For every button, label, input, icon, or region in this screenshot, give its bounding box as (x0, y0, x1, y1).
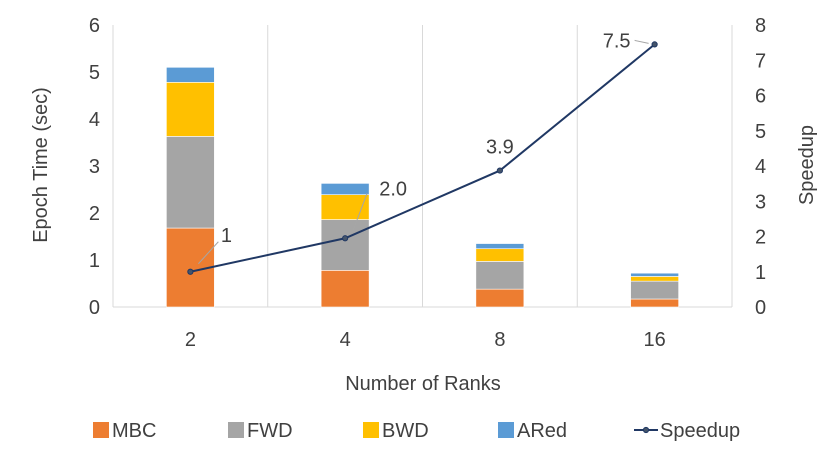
bar-bwd-8 (475, 248, 525, 262)
bar-fwd-4 (320, 219, 370, 271)
speedup-line: 1 2.0 3.9 7.5 (187, 30, 658, 275)
y-tick-label: 3 (89, 156, 100, 178)
y-tick-label: 4 (89, 109, 100, 131)
legend-marker-speedup (642, 426, 650, 434)
bar-fwd-16 (630, 280, 679, 300)
y2-axis-title: Speedup (796, 125, 818, 205)
y-tick-label: 6 (89, 15, 100, 37)
bars (166, 67, 679, 308)
speedup-data-label: 2.0 (379, 178, 407, 200)
y2-axis-ticks: 0 1 2 3 4 5 6 7 8 (755, 15, 766, 319)
x-tick-label: 16 (644, 329, 666, 351)
bar-bwd-4 (320, 194, 370, 220)
legend-label-mbc: MBC (112, 420, 156, 442)
x-tick-label: 8 (494, 329, 505, 351)
speedup-point-8 (496, 167, 503, 174)
bar-bwd-16 (630, 276, 679, 282)
legend-swatch-mbc (93, 422, 109, 438)
y-tick-label: 5 (89, 62, 100, 84)
y-tick-label: 0 (89, 297, 100, 319)
bar-ared-2 (166, 67, 215, 83)
bar-fwd-2 (166, 136, 215, 229)
y2-tick-label: 8 (755, 15, 766, 37)
legend-label-speedup: Speedup (660, 420, 740, 442)
y-tick-label: 1 (89, 250, 100, 272)
speedup-data-label: 3.9 (486, 137, 514, 159)
speedup-data-label: 1 (221, 225, 232, 247)
y-tick-label: 2 (89, 203, 100, 225)
y2-tick-label: 0 (755, 297, 766, 319)
legend-label-bwd: BWD (382, 420, 429, 442)
bar-mbc-4 (320, 270, 370, 308)
y2-tick-label: 3 (755, 191, 766, 213)
bar-mbc-16 (630, 298, 679, 308)
y2-tick-label: 1 (755, 262, 766, 284)
y2-tick-label: 5 (755, 121, 766, 143)
y2-tick-label: 4 (755, 156, 766, 178)
x-axis-ticks: 2 4 8 16 (185, 329, 666, 351)
bar-ared-16 (630, 272, 679, 277)
speedup-point-16 (651, 41, 658, 48)
y-axis-title: Epoch Time (sec) (30, 87, 52, 243)
x-tick-label: 2 (185, 329, 196, 351)
y2-tick-label: 6 (755, 86, 766, 108)
data-label-leader (198, 241, 219, 265)
speedup-data-label: 7.5 (603, 30, 631, 52)
bar-ared-8 (475, 243, 525, 250)
data-label-leader (352, 193, 368, 231)
bar-ared-4 (320, 183, 370, 195)
y2-tick-label: 2 (755, 227, 766, 249)
y-axis-ticks: 0 1 2 3 4 5 6 (89, 15, 100, 319)
legend-swatch-fwd (228, 422, 244, 438)
legend-swatch-ared (498, 422, 514, 438)
x-tick-label: 4 (340, 329, 351, 351)
legend-label-ared: ARed (517, 420, 567, 442)
bar-bwd-2 (166, 82, 215, 137)
speedup-point-2 (187, 268, 194, 275)
data-label-leader (634, 39, 649, 44)
legend: MBC FWD BWD ARed Speedup (93, 420, 740, 442)
legend-label-fwd: FWD (247, 420, 293, 442)
speedup-point-4 (342, 235, 349, 242)
x-axis-title: Number of Ranks (345, 373, 501, 395)
legend-swatch-bwd (363, 422, 379, 438)
bar-fwd-8 (475, 261, 525, 290)
y2-tick-label: 7 (755, 50, 766, 72)
grid-lines (112, 25, 733, 308)
speedup-polyline (190, 43, 656, 273)
bar-mbc-8 (475, 288, 525, 308)
